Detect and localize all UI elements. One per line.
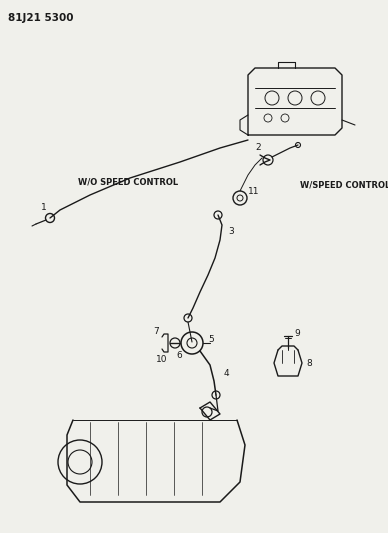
Text: 9: 9 [294, 329, 300, 338]
Text: 11: 11 [248, 188, 260, 197]
Text: W/SPEED CONTROL: W/SPEED CONTROL [300, 181, 388, 190]
Text: W/O SPEED CONTROL: W/O SPEED CONTROL [78, 177, 178, 187]
Text: 3: 3 [228, 228, 234, 237]
Text: 7: 7 [153, 327, 159, 336]
Text: 4: 4 [224, 368, 230, 377]
Text: 2: 2 [255, 143, 261, 152]
Text: 5: 5 [208, 335, 214, 344]
Text: 6: 6 [176, 351, 182, 359]
Text: 1: 1 [41, 203, 47, 212]
Text: 81J21 5300: 81J21 5300 [8, 13, 73, 23]
Text: 8: 8 [306, 359, 312, 368]
Text: 10: 10 [156, 354, 168, 364]
